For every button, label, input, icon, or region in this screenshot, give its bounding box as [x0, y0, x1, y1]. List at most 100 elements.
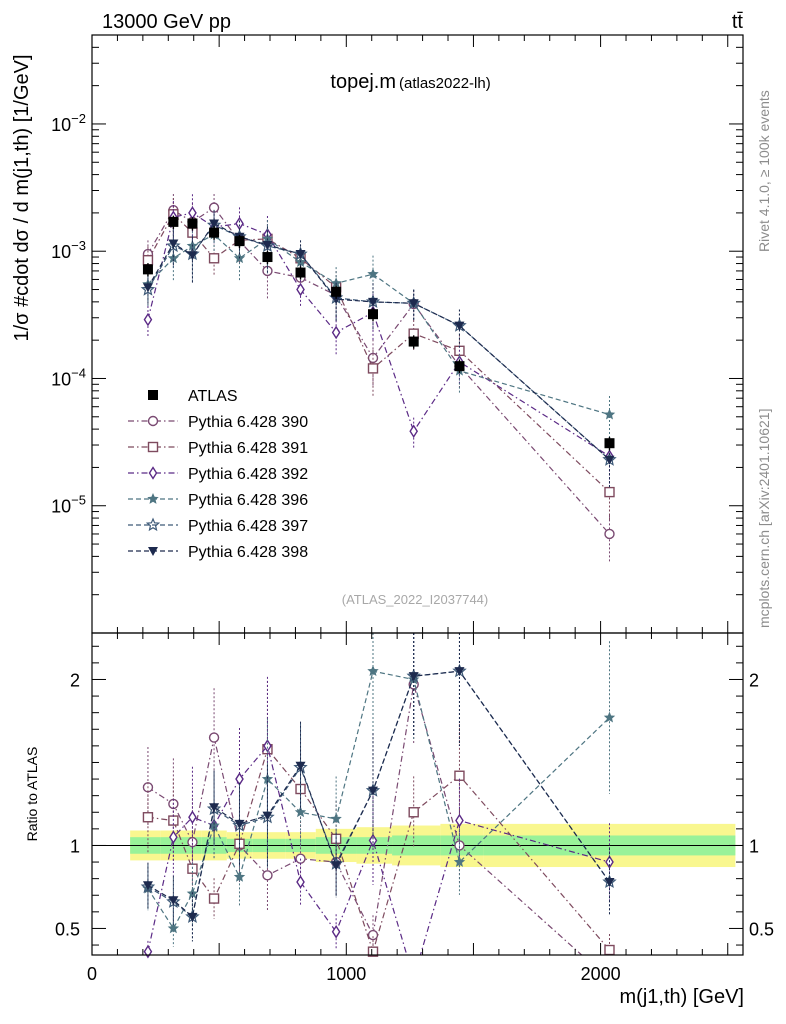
ratio-marker [367, 946, 379, 957]
series-marker [409, 424, 419, 439]
mcplots-text: mcplots.cern.ch [arXiv:2401.10621] [756, 409, 772, 628]
ratio-marker [233, 871, 246, 882]
atlas-point [234, 236, 245, 247]
legend-marker [148, 547, 158, 556]
atlas-point [367, 309, 378, 320]
atlas-point [295, 267, 306, 278]
atlas-point [454, 361, 465, 372]
atlas-point [262, 252, 273, 263]
chart-title: topej.m [330, 71, 396, 93]
ratio-tick-label-right: 1 [749, 836, 759, 856]
legend-entry: Pythia 6.428 392 [128, 466, 308, 483]
y-tick-label: 10−5 [51, 493, 86, 517]
legend-marker [148, 466, 158, 480]
series-line [147, 233, 610, 416]
series-marker [262, 240, 273, 250]
series-marker [367, 363, 379, 374]
legend-marker [145, 517, 161, 532]
y-axis-label: 1/σ #cdot dσ / d m(j1,th) [1/GeV] [11, 54, 33, 341]
series-line [147, 222, 610, 461]
legend-label: Pythia 6.428 396 [188, 492, 308, 509]
atlas-point [142, 264, 153, 275]
series-marker [167, 252, 180, 264]
analysis-id: (ATLAS_2022_I2037744) [342, 592, 488, 607]
legend-entry: Pythia 6.428 390 [128, 414, 308, 431]
series-line [147, 213, 610, 493]
ratio-marker [234, 819, 245, 829]
chart-subtitle: (atlas2022-lh) [399, 75, 491, 92]
atlas-point [168, 216, 179, 227]
legend-entry: Pythia 6.428 396 [128, 492, 308, 509]
ratio-marker [455, 813, 464, 828]
series-marker [143, 312, 153, 327]
legend-marker [147, 441, 159, 453]
legend-entry: Pythia 6.428 391 [128, 440, 308, 457]
axes-frame: 0 1000 2000 10−5 10−4 10−3 10−2 0.5 0.5 1 1 2 2 [51, 34, 774, 984]
ratio-series-2 [143, 676, 614, 959]
series-marker [209, 219, 220, 229]
ratio-marker [331, 924, 341, 939]
legend-label: Pythia 6.428 398 [188, 544, 308, 561]
ratio-marker [296, 875, 305, 889]
series-marker [331, 325, 341, 340]
ratio-line [147, 744, 610, 955]
series-marker [331, 295, 342, 305]
ratio-marker [367, 786, 378, 796]
atlas-point [408, 336, 419, 347]
atlas-point [331, 286, 342, 297]
legend: ATLAS Pythia 6.428 390 Pythia 6.428 391 Pyt… [128, 388, 308, 561]
series-marker [187, 251, 198, 261]
atlas-point [187, 218, 198, 229]
y-tick-label: 10−3 [51, 238, 86, 262]
legend-label: Pythia 6.428 391 [188, 440, 308, 457]
series-marker [142, 283, 153, 293]
series-marker [604, 455, 615, 465]
ratio-marker [167, 922, 180, 934]
x-tick-label: 2000 [581, 964, 621, 984]
ratio-marker [367, 665, 379, 676]
ratio-marker [188, 810, 197, 825]
series-marker [367, 297, 378, 307]
ratio-tick-label-left: 0.5 [55, 919, 80, 939]
ratio-line [147, 670, 610, 918]
legend-label: Pythia 6.428 390 [188, 414, 308, 431]
series-marker [603, 408, 616, 420]
series-marker [296, 282, 305, 297]
ratio-marker [331, 861, 342, 871]
ratio-marker [294, 806, 307, 818]
ratio-line [147, 670, 610, 930]
series-5 [142, 209, 615, 488]
series-marker [295, 250, 306, 260]
legend-entry: Pythia 6.428 397 [128, 517, 308, 535]
ratio-tick-label-right: 0.5 [749, 919, 774, 939]
legend-label: Pythia 6.428 397 [188, 518, 308, 535]
ratio-marker [604, 877, 615, 887]
ratio-marker [604, 944, 615, 956]
ratio-marker [603, 711, 616, 723]
ratio-series-5 [142, 633, 615, 942]
ratio-tick-label-right: 2 [749, 670, 759, 690]
y-tick-label: 10−4 [51, 365, 86, 389]
ratio-marker [169, 830, 178, 844]
ratio-marker [187, 836, 198, 848]
ratio-line [147, 747, 610, 954]
atlas-point [209, 227, 220, 238]
x-axis-label: m(j1,th) [GeV] [620, 986, 744, 1008]
ratio-line [147, 670, 610, 918]
data-series [140, 193, 617, 959]
ratio-marker [262, 870, 273, 881]
ratio-marker [408, 807, 419, 818]
ratio-marker [187, 912, 198, 922]
legend-label: ATLAS [188, 388, 238, 405]
ratio-marker [262, 811, 273, 821]
series-marker [208, 253, 220, 264]
ratio-marker [209, 803, 220, 813]
ratio-marker [367, 929, 379, 941]
ratio-marker [208, 893, 220, 904]
ratio-marker [453, 856, 466, 867]
ratio-marker [408, 672, 419, 682]
ratio-panel-frame [91, 632, 744, 956]
ratio-marker [142, 812, 154, 823]
ratio-tick-label-left: 1 [70, 836, 80, 856]
ratio-tick-label-left: 2 [70, 670, 80, 690]
